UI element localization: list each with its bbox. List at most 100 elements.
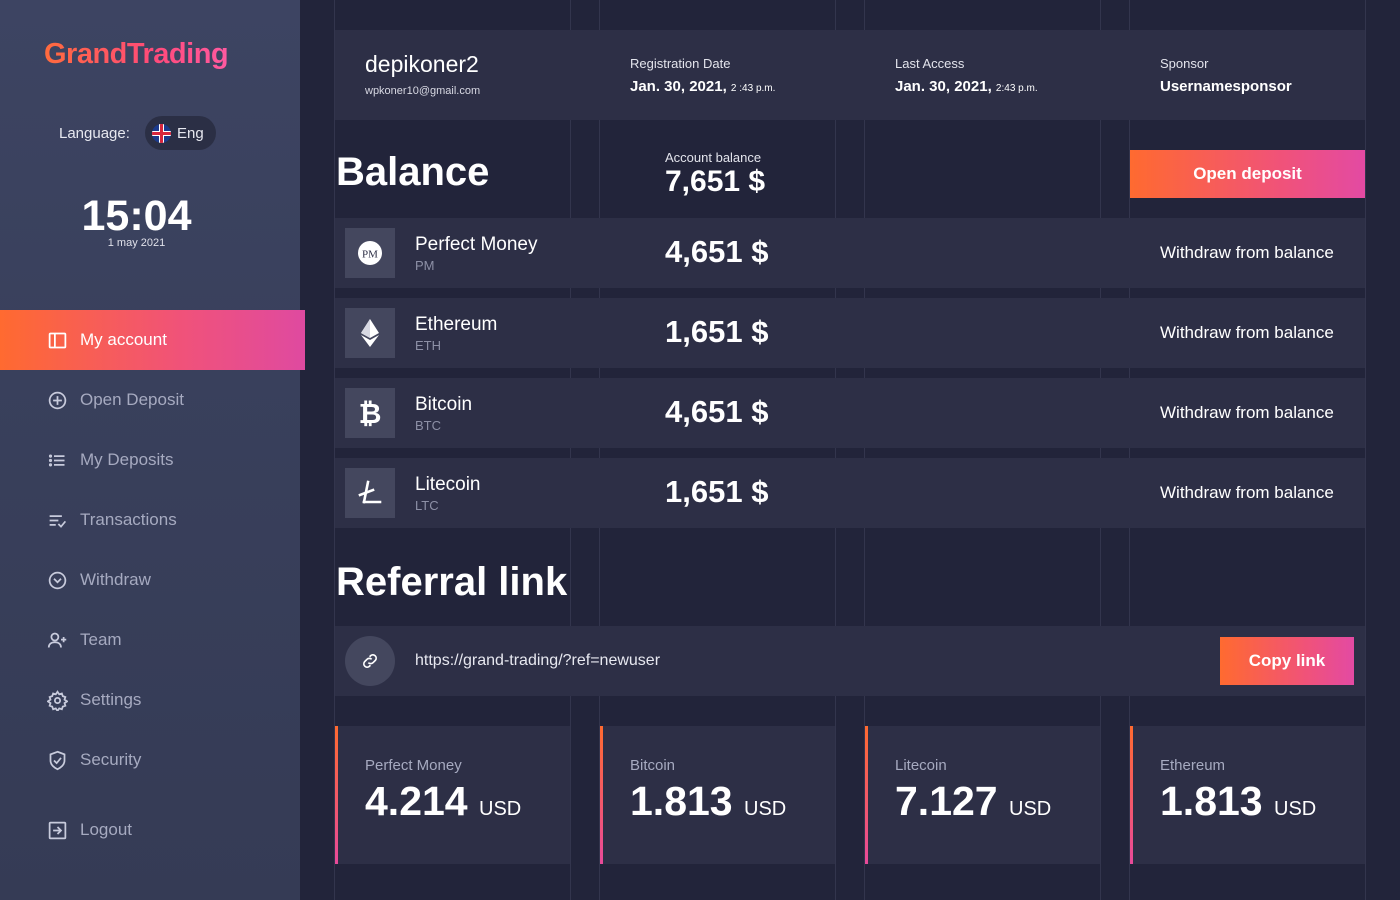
grid-line <box>864 0 865 900</box>
clock-date: 1 may 2021 <box>107 237 166 249</box>
uk-flag-icon <box>152 123 171 143</box>
brand-logo[interactable]: GrandTrading <box>44 38 229 70</box>
grid-line <box>835 0 836 900</box>
stat-value: 1.813 USD <box>630 778 786 825</box>
language-label: Language: <box>59 125 130 142</box>
accent-bar <box>865 726 868 864</box>
registration-time: 2 :43 p.m. <box>730 83 776 94</box>
referral-link-bar: https://grand-trading/?ref=newuser Copy … <box>335 626 1365 696</box>
sidebar-item-label: Withdraw <box>80 570 151 589</box>
sponsor-label: Sponsor <box>1160 56 1209 71</box>
chevron-circle-icon <box>47 570 68 591</box>
withdraw-button[interactable]: Withdraw from balance <box>1160 243 1334 262</box>
last-access-date: Jan. 30, 2021, <box>895 78 992 95</box>
sidebar-item-open-deposit[interactable]: Open Deposit <box>0 370 300 430</box>
sidebar-item-label: My Deposits <box>80 450 174 469</box>
coin-code: LTC <box>415 498 439 513</box>
gear-icon <box>47 689 68 711</box>
grid-line <box>1365 0 1366 900</box>
stat-unit: USD <box>479 798 522 820</box>
stat-value: 1.813 USD <box>1160 778 1316 825</box>
account-balance-label: Account balance <box>665 150 762 165</box>
bitcoin-icon: ₿ <box>345 388 395 438</box>
sidebar-item-label: My account <box>80 330 167 349</box>
litecoin-icon <box>345 468 395 518</box>
plus-circle-icon <box>47 390 68 411</box>
coin-code: PM <box>415 258 435 273</box>
grid-line <box>334 0 335 900</box>
sponsor-value: Usernamesponsor <box>1160 78 1292 95</box>
stat-unit: USD <box>1009 798 1052 820</box>
sidebar-item-label: Team <box>80 630 122 649</box>
sidebar-item-withdraw[interactable]: Withdraw <box>0 550 300 610</box>
open-deposit-button[interactable]: Open deposit <box>1130 150 1365 198</box>
balance-row-ethereum: Ethereum ETH 1,651 $ Withdraw from balan… <box>335 298 1365 368</box>
sidebar-item-my-account[interactable]: My account <box>0 310 305 370</box>
ethereum-icon <box>345 308 395 358</box>
coin-amount: 1,651 $ <box>665 314 769 349</box>
list-icon <box>47 450 68 471</box>
language-selector[interactable]: Eng <box>145 116 216 150</box>
registration-label: Registration Date <box>630 56 731 71</box>
sidebar-item-settings[interactable]: Settings <box>0 670 300 730</box>
accent-bar <box>335 726 338 864</box>
sidebar-item-transactions[interactable]: Transactions <box>0 490 300 550</box>
logout-icon <box>47 820 68 841</box>
user-name: depikoner2 <box>365 51 479 77</box>
coin-name: Litecoin <box>415 474 481 495</box>
perfect-money-icon: PM <box>345 228 395 278</box>
referral-title: Referral link <box>336 560 568 604</box>
stat-card-perfect-money: Perfect Money 4.214 USD <box>335 726 570 864</box>
svg-text:PM: PM <box>362 249 378 261</box>
coin-amount: 1,651 $ <box>665 474 769 509</box>
withdraw-button[interactable]: Withdraw from balance <box>1160 483 1334 502</box>
link-icon <box>345 636 395 686</box>
transactions-icon <box>47 510 68 531</box>
stat-unit: USD <box>1274 798 1317 820</box>
coin-amount: 4,651 $ <box>665 394 769 429</box>
grid-line <box>599 0 600 900</box>
account-balance-value: 7,651 $ <box>665 165 766 198</box>
coin-code: BTC <box>415 418 441 433</box>
sidebar-item-security[interactable]: Security <box>0 730 300 790</box>
grid-line <box>1100 0 1101 900</box>
accent-bar <box>1130 726 1133 864</box>
sidebar-item-my-deposits[interactable]: My Deposits <box>0 430 300 490</box>
referral-url[interactable]: https://grand-trading/?ref=newuser <box>415 652 661 669</box>
coin-name: Bitcoin <box>415 394 473 415</box>
balance-row-bitcoin: ₿ Bitcoin BTC 4,651 $ Withdraw from bala… <box>335 378 1365 448</box>
language-value: Eng <box>177 124 204 142</box>
last-access-time: 2:43 p.m. <box>995 83 1038 94</box>
coin-amount: 4,651 $ <box>665 234 769 269</box>
balance-row-litecoin: Litecoin LTC 1,651 $ Withdraw from balan… <box>335 458 1365 528</box>
stat-label: Ethereum <box>1160 757 1226 774</box>
sidebar-item-team[interactable]: Team <box>0 610 300 670</box>
accent-bar <box>600 726 603 864</box>
sidebar-item-label: Open Deposit <box>80 390 184 409</box>
clock-time: 15:04 <box>81 192 192 240</box>
copy-link-button[interactable]: Copy link <box>1220 637 1354 685</box>
stat-value: 7.127 USD <box>895 778 1051 825</box>
registration-date: Jan. 30, 2021, <box>630 78 727 95</box>
stat-card-bitcoin: Bitcoin 1.813 USD <box>600 726 835 864</box>
balance-row-perfect-money: PM Perfect Money PM 4,651 $ Withdraw fro… <box>335 218 1365 288</box>
stat-card-litecoin: Litecoin 7.127 USD <box>865 726 1100 864</box>
coin-code: ETH <box>415 338 441 353</box>
user-email: wpkoner10@gmail.com <box>365 85 481 97</box>
stat-unit: USD <box>744 798 787 820</box>
sidebar-item-logout[interactable]: Logout <box>0 800 300 860</box>
last-access-value: Jan. 30, 2021, 2:43 p.m. <box>895 78 1038 95</box>
withdraw-button[interactable]: Withdraw from balance <box>1160 403 1334 422</box>
stat-label: Litecoin <box>895 757 947 774</box>
withdraw-button[interactable]: Withdraw from balance <box>1160 323 1334 342</box>
grid-line <box>1129 0 1130 900</box>
stat-card-ethereum: Ethereum 1.813 USD <box>1130 726 1365 864</box>
coin-name: Ethereum <box>415 314 498 335</box>
sidebar-item-label: Transactions <box>80 510 177 529</box>
sidebar-item-label: Settings <box>80 690 142 709</box>
sidebar: GrandTrading Language: Eng 15:04 1 may 2… <box>0 0 300 900</box>
registration-value: Jan. 30, 2021, 2 :43 p.m. <box>630 78 775 95</box>
shield-icon <box>47 750 68 771</box>
stat-amount: 4.214 <box>365 778 468 824</box>
stat-label: Perfect Money <box>365 757 462 774</box>
